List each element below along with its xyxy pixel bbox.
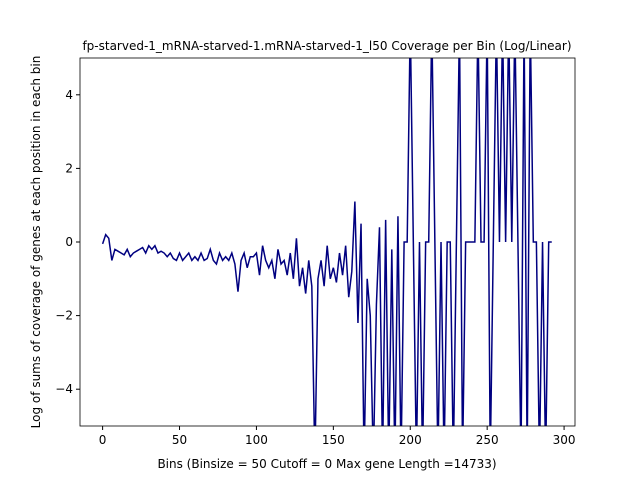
x-tick-label: 50 bbox=[172, 433, 187, 447]
y-tick-label: −4 bbox=[55, 382, 73, 396]
y-tick-label: −2 bbox=[55, 309, 73, 323]
x-tick-label: 150 bbox=[322, 433, 345, 447]
x-axis-label: Bins (Binsize = 50 Cutoff = 0 Max gene L… bbox=[157, 457, 496, 471]
data-line bbox=[101, 58, 552, 426]
x-tick-label: 100 bbox=[245, 433, 268, 447]
x-tick-label: 300 bbox=[553, 433, 576, 447]
x-tick-label: 0 bbox=[99, 433, 107, 447]
y-tick-label: 0 bbox=[65, 235, 73, 249]
plot-frame bbox=[79, 57, 576, 427]
x-tick-label: 250 bbox=[476, 433, 499, 447]
y-tick-label: 2 bbox=[65, 161, 73, 175]
y-tick-label: 4 bbox=[65, 88, 73, 102]
x-tick-label: 200 bbox=[399, 433, 422, 447]
chart-title: fp-starved-1_mRNA-starved-1.mRNA-starved… bbox=[82, 39, 571, 53]
y-axis-label: Log of sums of coverage of genes at each… bbox=[29, 56, 43, 429]
